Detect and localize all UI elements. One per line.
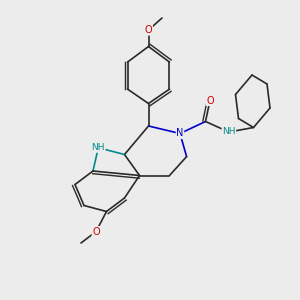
Text: N: N: [176, 128, 184, 139]
Text: NH: NH: [92, 143, 105, 152]
Text: O: O: [206, 95, 214, 106]
Text: NH: NH: [222, 128, 236, 136]
Text: O: O: [92, 226, 100, 237]
Text: O: O: [145, 25, 152, 35]
